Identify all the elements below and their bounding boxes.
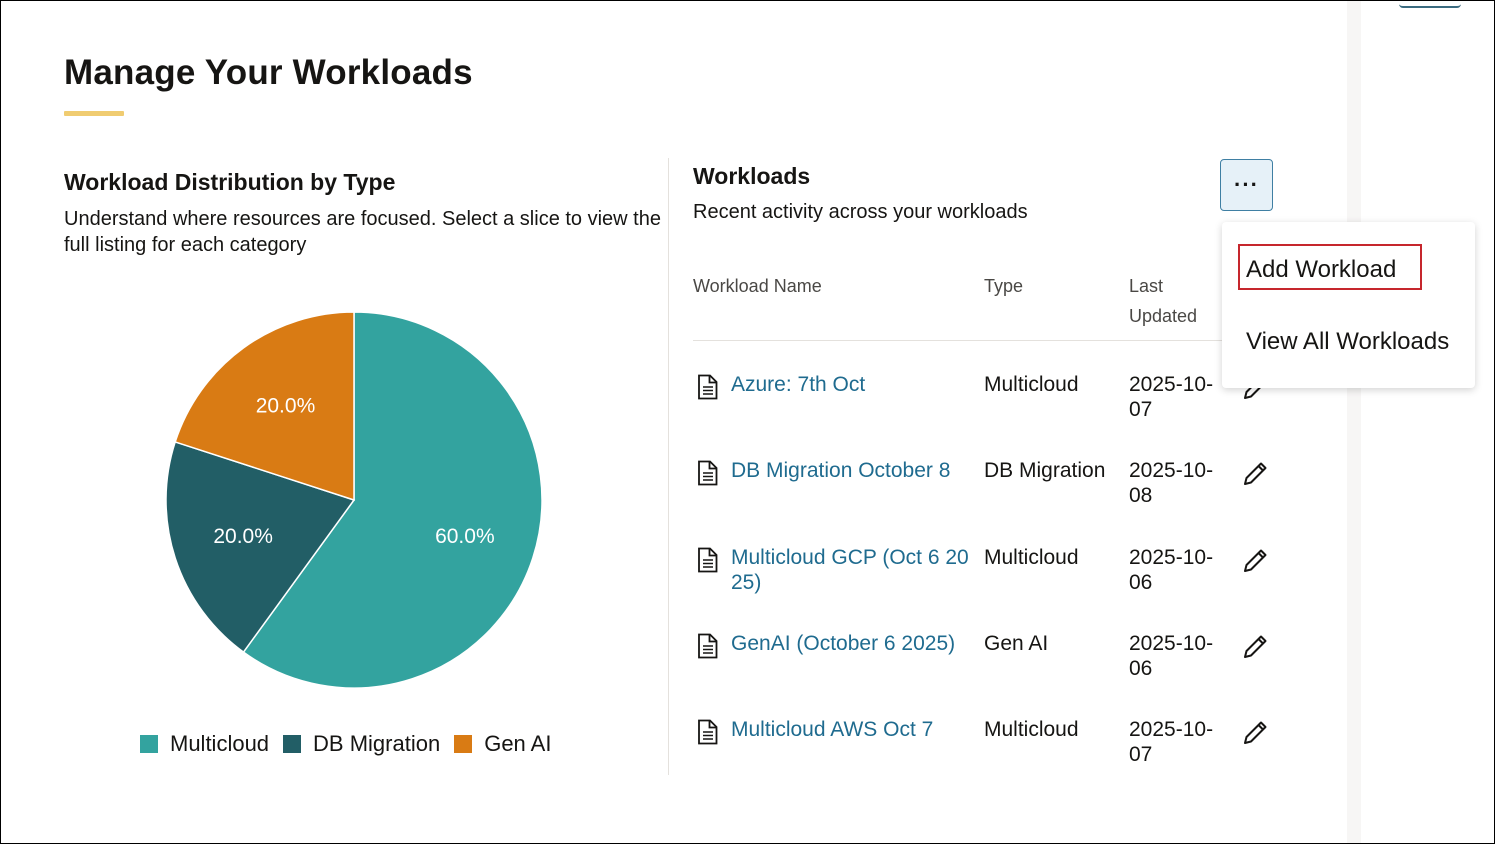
- page-title: Manage Your Workloads: [64, 53, 473, 92]
- legend-swatch-gen-ai: [454, 735, 473, 753]
- pie-slice-label-multicloud: 60.0%: [435, 525, 495, 548]
- pie-slice-label-db-migration: 20.0%: [213, 525, 273, 548]
- distribution-description: Understand where resources are focused. …: [64, 208, 661, 256]
- document-icon: [698, 633, 718, 659]
- legend-label-db-migration: DB Migration: [313, 731, 441, 756]
- workloads-title: Workloads: [693, 163, 811, 189]
- pie-slice-gen-ai[interactable]: [174, 311, 355, 502]
- document-icon: [698, 547, 718, 573]
- pie-slice-label-gen-ai: 20.0%: [256, 395, 316, 418]
- workload-pie-chart: 60.0% 20.0% 20.0%: [165, 311, 543, 689]
- table-header-divider: [693, 340, 1253, 341]
- document-icon: [698, 374, 718, 400]
- more-actions-button[interactable]: ···: [1220, 159, 1273, 211]
- table-row: Azure: 7th Oct Multicloud 2025-10-07: [693, 372, 1293, 452]
- distribution-title: Workload Distribution by Type: [64, 169, 396, 195]
- column-header-name[interactable]: Workload Name: [693, 276, 822, 296]
- right-side-panel-body: [1361, 1, 1494, 843]
- legend-item-gen-ai[interactable]: Gen AI: [454, 731, 551, 757]
- pencil-edit-icon[interactable]: [1241, 458, 1271, 488]
- document-icon: [698, 719, 718, 745]
- legend-swatch-multicloud: [140, 735, 158, 753]
- column-header-type[interactable]: Type: [984, 276, 1024, 296]
- workload-name-link[interactable]: Multicloud GCP (Oct 6 2025): [731, 546, 969, 594]
- workload-last-updated: 2025-10-08: [1129, 459, 1214, 507]
- pencil-edit-icon[interactable]: [1241, 545, 1271, 575]
- table-row: GenAI (October 6 2025) Gen AI 2025-10-06: [693, 631, 1293, 711]
- actions-dropdown-menu: Add Workload View All Workloads: [1222, 222, 1475, 388]
- table-row: Multicloud GCP (Oct 6 2025) Multicloud 2…: [693, 545, 1293, 625]
- workload-last-updated: 2025-10-06: [1129, 546, 1214, 594]
- section-divider: [668, 158, 669, 775]
- table-row: Multicloud AWS Oct 7 Multicloud 2025-10-…: [693, 717, 1293, 797]
- workload-name-link[interactable]: DB Migration October 8: [731, 459, 951, 482]
- workload-last-updated: 2025-10-06: [1129, 632, 1214, 680]
- workload-type: Multicloud: [984, 718, 1079, 741]
- document-icon: [698, 460, 718, 486]
- right-panel-tab[interactable]: [1399, 1, 1461, 8]
- right-side-panel: [1347, 1, 1494, 843]
- pie-slice-db-migration[interactable]: [165, 440, 356, 654]
- workload-type: Multicloud: [984, 546, 1079, 569]
- pie-slice-multicloud[interactable]: [242, 311, 543, 689]
- menu-item-add-workload[interactable]: Add Workload: [1246, 256, 1397, 283]
- chart-legend: Multicloud DB Migration Gen AI: [140, 731, 565, 757]
- workload-last-updated: 2025-10-07: [1129, 718, 1214, 766]
- workload-name-link[interactable]: Azure: 7th Oct: [731, 373, 866, 396]
- workload-last-updated: 2025-10-07: [1129, 373, 1214, 421]
- legend-label-multicloud: Multicloud: [170, 731, 270, 756]
- title-accent-underline: [64, 111, 124, 116]
- legend-item-db-migration[interactable]: DB Migration: [283, 731, 440, 757]
- workloads-subtitle: Recent activity across your workloads: [693, 201, 1028, 223]
- pencil-edit-icon[interactable]: [1241, 631, 1271, 661]
- legend-swatch-db-migration: [283, 735, 302, 753]
- legend-label-gen-ai: Gen AI: [484, 731, 552, 756]
- workload-type: Multicloud: [984, 373, 1079, 396]
- menu-item-view-all-workloads[interactable]: View All Workloads: [1246, 328, 1450, 355]
- workload-name-link[interactable]: Multicloud AWS Oct 7: [731, 718, 934, 741]
- legend-item-multicloud[interactable]: Multicloud: [140, 731, 269, 757]
- table-row: DB Migration October 8 DB Migration 2025…: [693, 458, 1293, 538]
- pencil-edit-icon[interactable]: [1241, 717, 1271, 747]
- workload-type: Gen AI: [984, 632, 1049, 655]
- workload-type: DB Migration: [984, 459, 1106, 482]
- workload-name-link[interactable]: GenAI (October 6 2025): [731, 632, 956, 655]
- column-header-last-updated[interactable]: Last Updated: [1129, 276, 1198, 326]
